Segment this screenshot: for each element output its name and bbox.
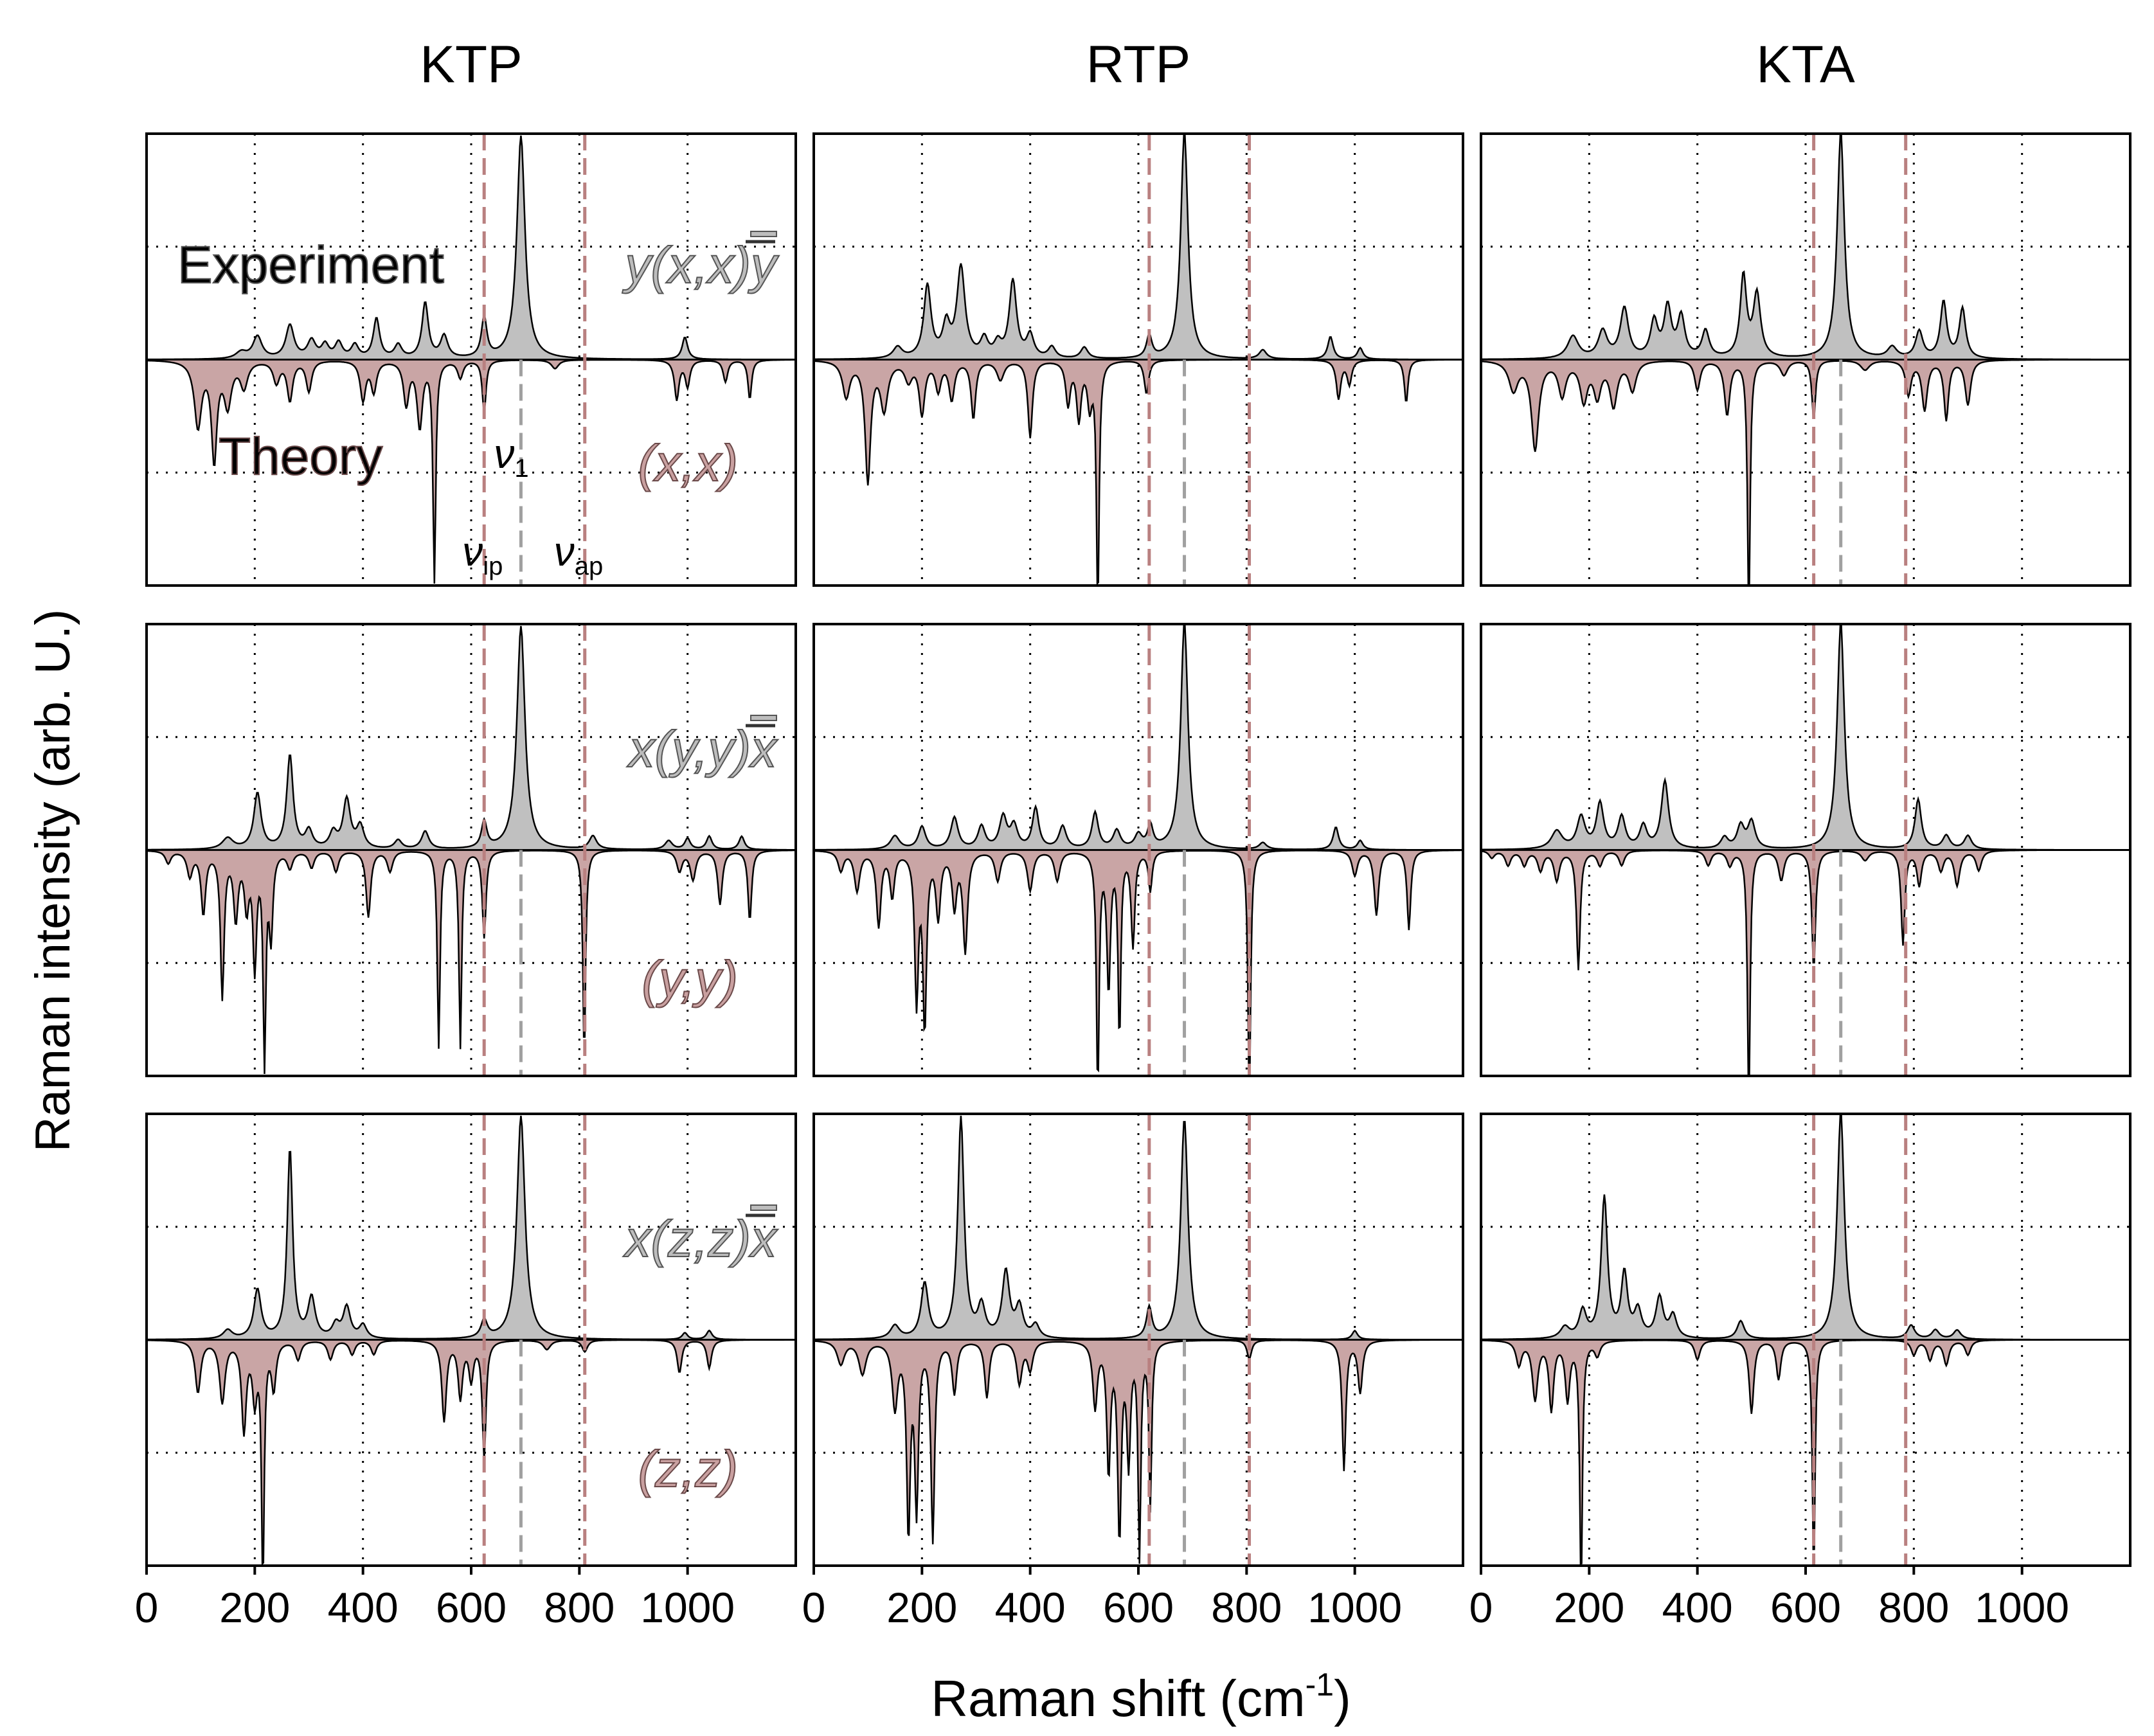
experiment-spectrum [814,134,1463,361]
x-axis-label: Raman shift (cm-1) [931,1667,1351,1727]
theory-spectrum [147,1339,796,1566]
x-tick-label: 800 [1211,1584,1282,1631]
experiment-spectrum [147,625,796,851]
theory-spectrum [814,1339,1463,1564]
geometry-overbar: x [748,1210,778,1267]
x-tick-label: 600 [1103,1584,1174,1631]
x-tick-label: 600 [436,1584,507,1631]
nu-ip-subscript: ip [483,552,503,580]
experiment-geometry-label: y(x,x)y [622,237,780,294]
experiment-spectrum [814,1115,1463,1341]
experiment-spectrum [814,625,1463,851]
panel-plot-area [1481,624,2130,1076]
panel-rtp-row-2 [812,623,1464,1077]
geometry-overbar: y [748,237,780,294]
geometry-prefix: y(x,x) [622,237,751,294]
nu-ap-subscript: ap [575,552,604,580]
x-tick-label: 400 [1662,1584,1733,1631]
y-axis-label: Raman intensity (arb. U.) [26,609,80,1152]
geometry-overbar: x [748,720,778,778]
panel-plot-area [147,624,796,1076]
x-tick-label: 1000 [1975,1584,2069,1631]
panel-plot-area [814,134,1463,586]
x-tick-label: 1000 [1307,1584,1402,1631]
panel-plot-area [1481,1114,2130,1566]
geometry-prefix: x(y,y) [626,720,751,778]
panel-plot-area [814,624,1463,1076]
theory-polarization-label: (z,z) [638,1440,738,1498]
x-tick-label: 800 [1878,1584,1949,1631]
x-tick-label: 600 [1770,1584,1841,1631]
nu-1-subscript: 1 [514,454,528,483]
experiment-spectrum [147,135,796,361]
panel-frame [1480,623,2132,1077]
x-axis-label-main: Raman shift (cm [931,1670,1305,1727]
panel-frame [812,132,1464,587]
nu-1-label: ν1 [494,431,528,483]
x-tick-label: 200 [219,1584,290,1631]
panel-kta-row-3: 0 200 400 600 800 1000 [1469,1113,2132,1631]
x-tick-label: 400 [328,1584,399,1631]
panel-rtp-row-3: 0 200 400 600 800 1000 [802,1113,1464,1631]
experiment-legend-label: Experiment [177,236,444,294]
panel-frame [812,623,1464,1077]
theory-spectrum [147,849,796,1075]
theory-spectrum [147,359,796,584]
panel-plot-area [147,1114,796,1566]
panel-plot-area [147,134,796,586]
panel-rtp-row-1: RTP [812,35,1464,587]
theory-spectrum [814,359,1463,586]
panel-plot-area [814,1114,1463,1566]
panel-frame [1480,132,2132,587]
experiment-geometry-label: x(z,z)x [622,1210,778,1267]
panel-kta-row-2 [1480,623,2132,1077]
figure-labels: Raman intensity (arb. U.) Raman shift (c… [26,609,1351,1727]
x-axis-label-superscript: -1 [1306,1667,1334,1703]
column-title-kta: KTA [1756,35,1855,94]
panel-ktp-row-2: x(y,y)x(y,y) [145,623,797,1077]
nu-ap-label: νap [554,528,604,580]
theory-spectrum [814,849,1463,1075]
x-tick-label: 1000 [640,1584,735,1631]
theory-polarization-label: (y,y) [642,951,738,1008]
x-tick-label: 200 [886,1584,957,1631]
panel-frame [145,623,797,1077]
panel-plot-area [1481,134,2130,586]
geometry-prefix: x(z,z) [622,1210,751,1267]
x-tick-label: 800 [544,1584,615,1631]
theory-polarization-label: (x,x) [638,434,738,492]
theory-legend-label: Theory [219,427,382,486]
x-axis-label-close: ) [1334,1670,1351,1727]
panel-kta-row-1: KTA [1480,35,2132,587]
x-tick-label: 0 [802,1584,826,1631]
x-tick-label: 200 [1554,1584,1624,1631]
experiment-spectrum [147,1115,796,1341]
x-tick-label: 400 [995,1584,1066,1631]
panel-frame [145,132,797,587]
experiment-geometry-label: x(y,y)x [626,720,778,778]
column-title-rtp: RTP [1086,35,1191,94]
x-tick-label: 0 [1469,1584,1493,1631]
x-tick-label: 0 [135,1584,159,1631]
nu-ip-label: νip [462,528,503,580]
column-title-ktp: KTP [420,35,522,94]
